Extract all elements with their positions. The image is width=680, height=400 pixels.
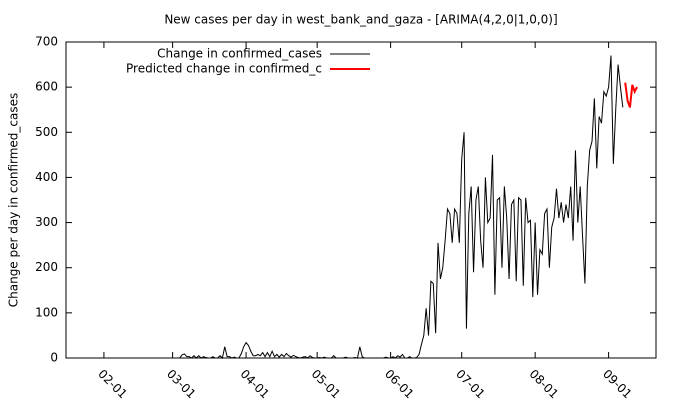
y-tick-label: 200 [35,260,58,274]
plot-frame [65,41,657,359]
data-line [624,82,638,108]
y-tick-label: 100 [35,305,58,319]
legend-label: Change in confirmed_cases [157,47,322,61]
x-tick-label: 09-01 [600,367,635,400]
y-axis-label: Change per day in confirmed_cases [7,93,21,308]
x-tick-label: 05-01 [309,367,344,400]
x-tick-label: 07-01 [453,367,488,400]
x-tick-label: 02-01 [95,367,130,400]
x-tick-label: 03-01 [164,367,199,400]
y-tick-label: 400 [35,170,58,184]
legend-label: Predicted change in confirmed_c [126,62,322,76]
x-tick-label: 08-01 [527,367,562,400]
x-tick-label: 06-01 [382,367,417,400]
chart-title: New cases per day in west_bank_and_gaza … [164,13,557,27]
y-tick-label: 500 [35,125,58,139]
y-tick-label: 300 [35,215,58,229]
data-line [80,55,624,359]
y-tick-label: 700 [35,35,58,49]
y-tick-label: 0 [50,351,58,365]
x-tick-label: 04-01 [237,367,272,400]
y-tick-label: 600 [35,80,58,94]
